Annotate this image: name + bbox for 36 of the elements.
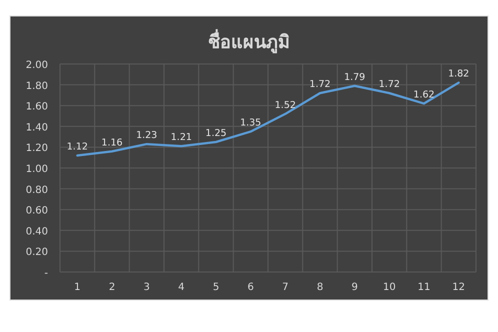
data-label: 1.35 (240, 118, 262, 129)
x-tick-label: 1 (74, 282, 81, 293)
data-label: 1.72 (378, 79, 400, 90)
y-tick-label: 1.80 (26, 80, 48, 92)
x-tick-label: 9 (351, 282, 358, 293)
x-tick-label: 5 (212, 282, 220, 293)
data-label: 1.52 (274, 100, 296, 111)
data-label: 1.16 (101, 137, 123, 148)
data-label: 1.25 (205, 128, 227, 139)
y-tick-label: 0.40 (26, 226, 48, 238)
data-label: 1.82 (448, 68, 470, 80)
y-tick-label: 1.60 (26, 102, 48, 113)
y-tick-label: 1.40 (26, 122, 48, 134)
data-label: 1.72 (309, 79, 331, 90)
y-tick-label: 0.80 (26, 184, 48, 196)
y-tick-label: 1.00 (26, 164, 48, 175)
x-tick-label: 6 (247, 282, 254, 293)
x-tick-label: 11 (418, 282, 430, 293)
data-label: 1.79 (344, 72, 366, 83)
x-tick-label: 7 (282, 282, 289, 293)
data-label: 1.21 (170, 132, 192, 144)
x-tick-label: 3 (143, 282, 150, 293)
x-tick-label: 4 (178, 282, 185, 293)
chart-title: ชื่อแผนภูมิ (208, 29, 290, 54)
x-tick-label: 12 (452, 282, 466, 293)
y-tick-label: 1.20 (26, 143, 48, 154)
data-label: 1.23 (136, 130, 158, 142)
x-tick-label: 2 (108, 282, 116, 293)
y-tick-label: - (44, 268, 48, 279)
y-tick-label: 2.00 (26, 60, 48, 71)
data-label: 1.12 (66, 142, 88, 153)
x-tick-label: 8 (316, 282, 324, 293)
data-label: 1.62 (413, 90, 435, 101)
x-tick-label: 10 (382, 282, 396, 293)
y-tick-label: 0.20 (26, 247, 48, 258)
y-tick-label: 0.60 (26, 206, 48, 217)
